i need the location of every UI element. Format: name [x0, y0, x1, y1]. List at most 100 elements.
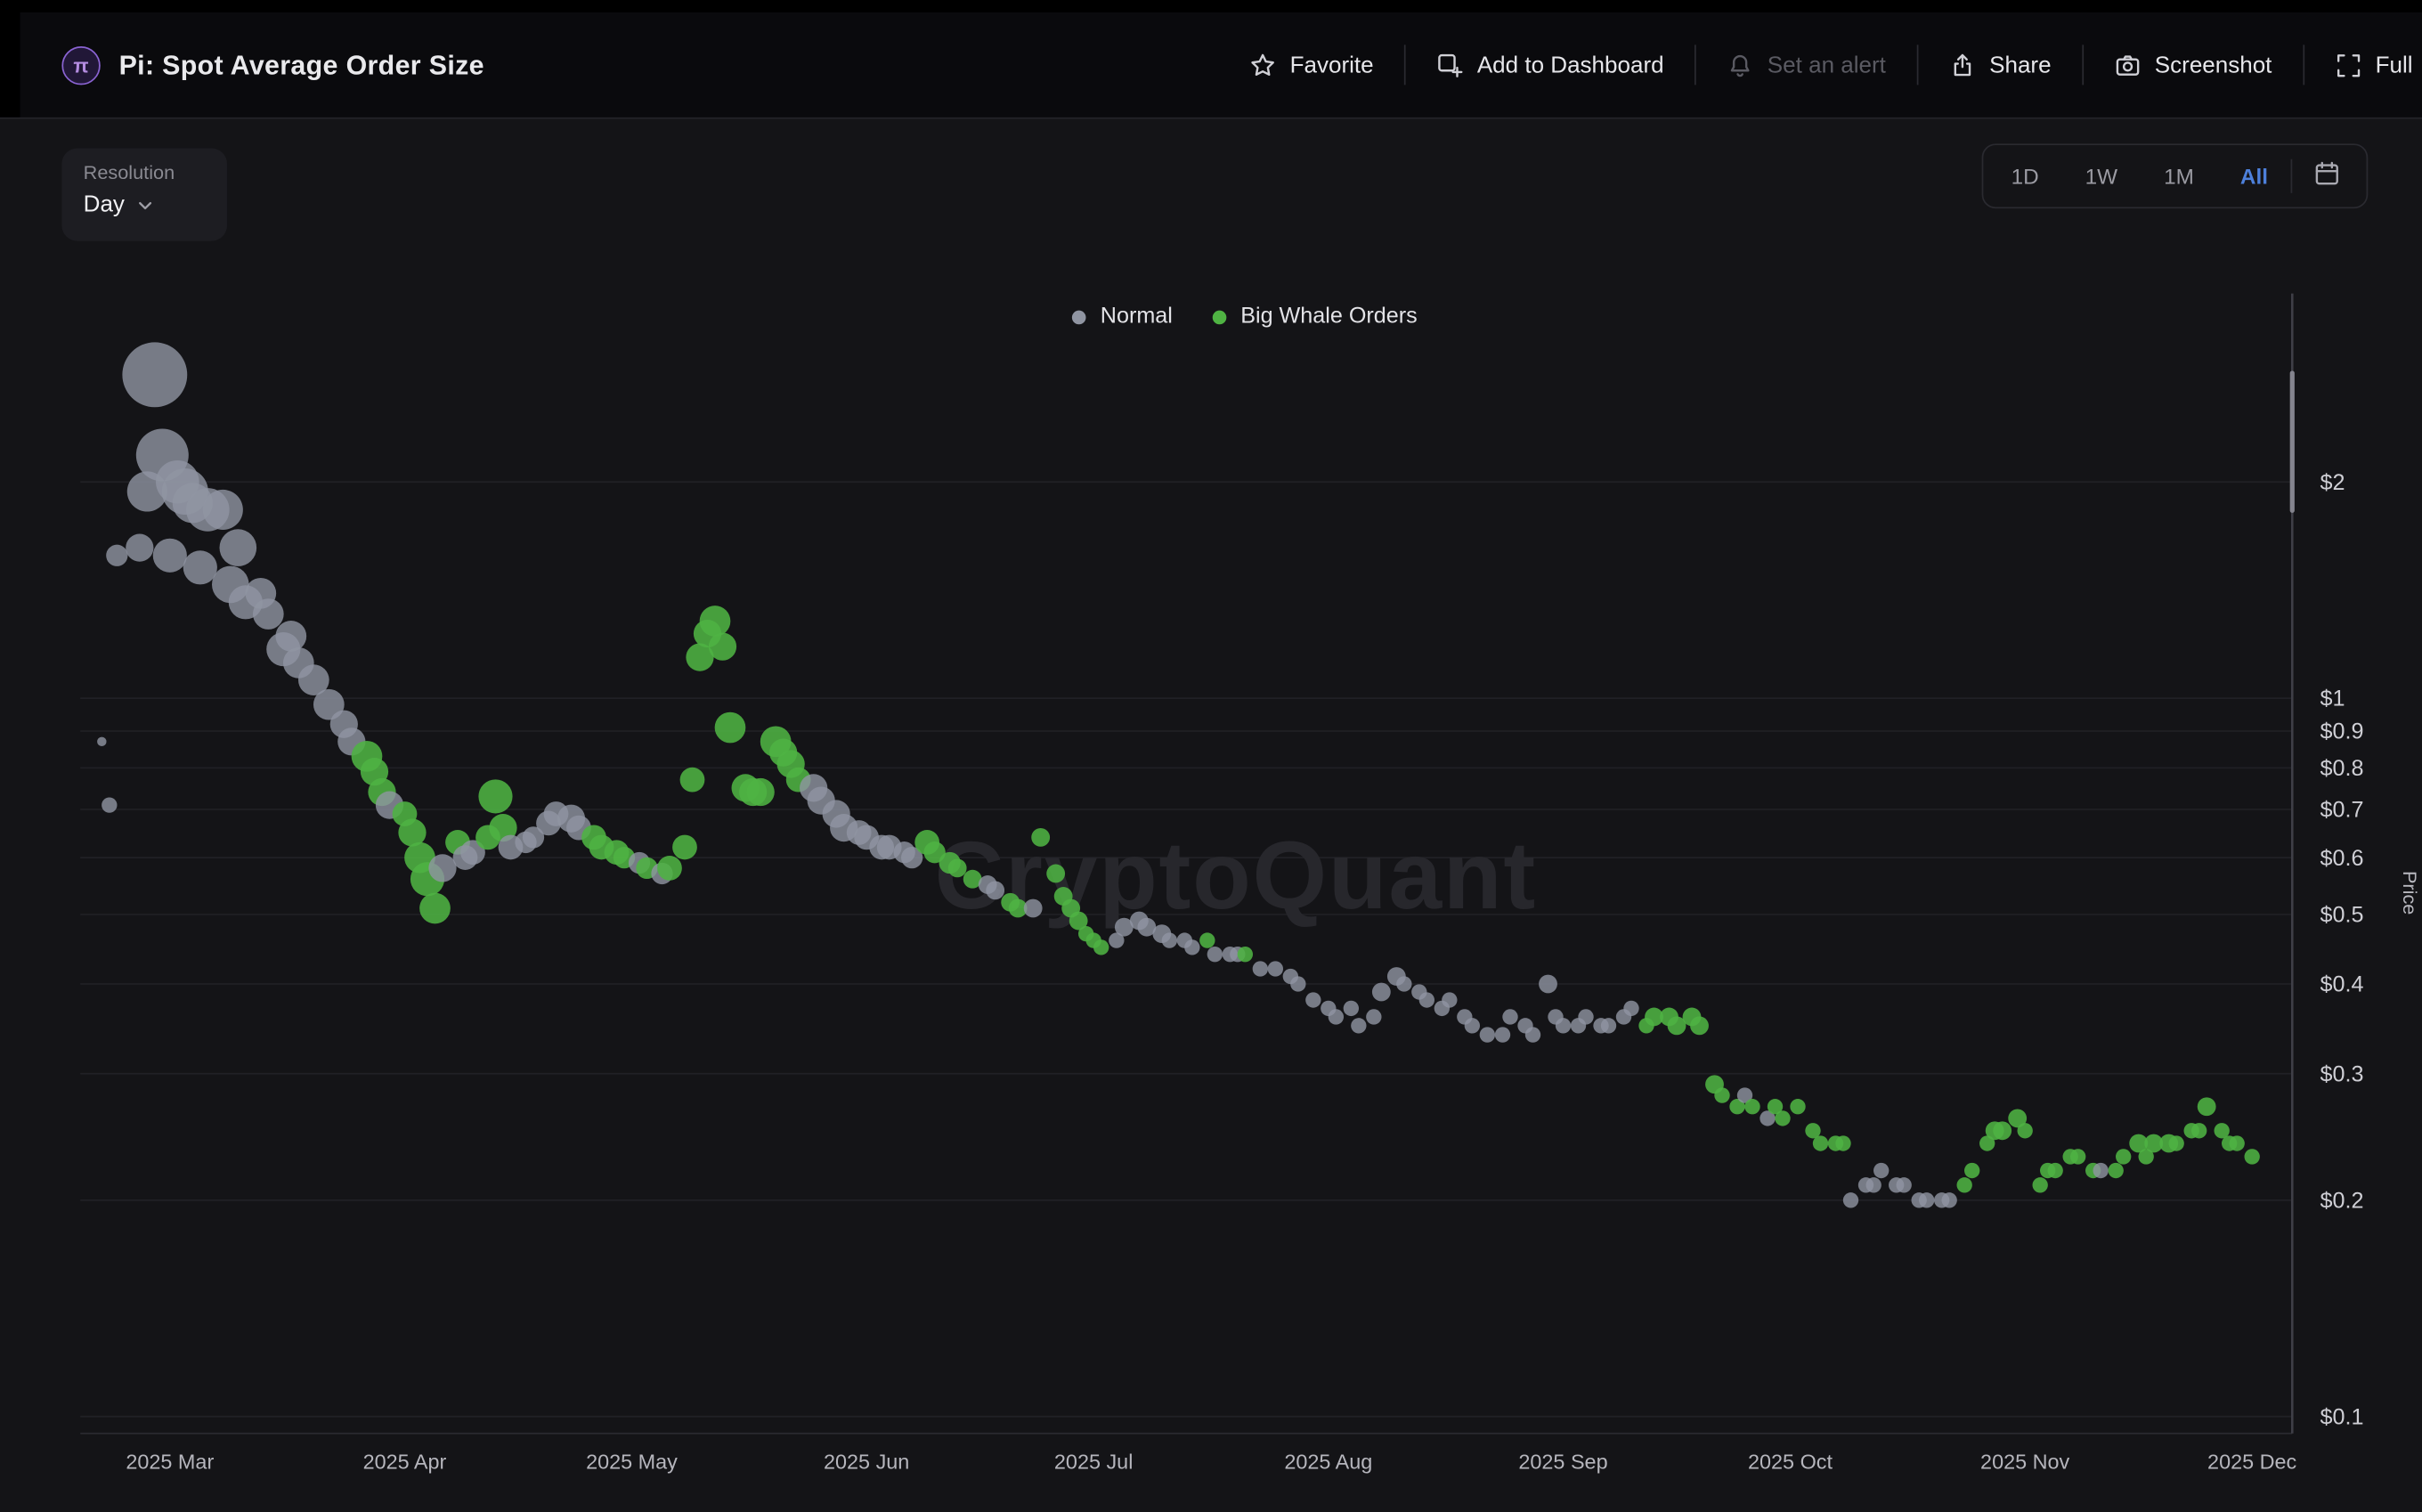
whale-order-bubble [2047, 1162, 2063, 1179]
date-tick-label: 2025 Apr [363, 1451, 447, 1474]
price-tick-label: $0.9 [2320, 719, 2364, 744]
set-an-alert-button[interactable]: Set an alert [1727, 52, 1886, 78]
whale-order-bubble [1744, 1099, 1760, 1115]
normal-order-bubble [522, 826, 545, 849]
whale-order-bubble [419, 892, 451, 924]
normal-order-bubble [1137, 917, 1157, 937]
price-tick-label: $0.3 [2320, 1061, 2364, 1086]
normal-order-bubble [102, 797, 118, 813]
whale-order-bubble [2129, 1134, 2149, 1153]
whale-order-bubble [657, 856, 682, 881]
whale-order-bubble [2244, 1149, 2260, 1165]
normal-order-bubble [1328, 1009, 1345, 1025]
price-tick-label: $0.2 [2320, 1189, 2364, 1214]
normal-order-bubble [1842, 1192, 1859, 1208]
normal-order-bubble [2093, 1162, 2109, 1179]
normal-order-bubble [1114, 917, 1134, 937]
price-tick-label: $0.6 [2320, 846, 2364, 871]
whale-order-bubble [2214, 1123, 2230, 1139]
normal-order-bubble [428, 854, 457, 882]
whale-order-bubble [686, 643, 714, 671]
normal-order-bubble [1524, 1027, 1541, 1043]
resolution-dropdown[interactable]: Resolution Day [61, 148, 227, 241]
button-label: Add to Dashboard [1476, 52, 1664, 78]
normal-order-bubble [460, 840, 485, 866]
button-label: Screenshot [2154, 52, 2272, 78]
price-tick-label: $0.1 [2320, 1404, 2364, 1429]
normal-order-bubble [1623, 1000, 1639, 1017]
whale-order-bubble [1046, 864, 1066, 883]
normal-order-bubble [313, 688, 345, 720]
normal-order-bubble [1305, 992, 1321, 1008]
whale-order-bubble [2191, 1123, 2207, 1139]
normal-order-bubble [1343, 1000, 1360, 1017]
whale-order-bubble [699, 606, 731, 637]
whale-order-bubble [1729, 1099, 1745, 1115]
normal-order-bubble [1109, 932, 1125, 948]
whale-order-bubble [1008, 898, 1028, 918]
whale-order-bubble [2032, 1177, 2048, 1193]
whale-order-bubble [2197, 1097, 2216, 1117]
normal-order-bubble [202, 489, 243, 530]
date-tick-label: 2025 May [586, 1451, 678, 1474]
timeframe-selector: 1D 1W 1M All [1981, 143, 2369, 209]
top-bar: π Pi: Spot Average Order Size Favorite Ad… [0, 0, 2422, 119]
whale-order-bubble [1805, 1123, 1821, 1139]
top-bar-left: π Pi: Spot Average Order Size [61, 45, 484, 85]
range-1w-button[interactable]: 1W [2062, 145, 2141, 207]
whale-order-bubble [2108, 1162, 2124, 1179]
normal-order-bubble [97, 736, 107, 747]
favorite-button[interactable]: Favorite [1249, 52, 1374, 78]
normal-order-bubble [1896, 1177, 1912, 1193]
normal-order-bubble [1600, 1018, 1617, 1034]
page-title: Pi: Spot Average Order Size [118, 48, 484, 80]
divider [2290, 159, 2293, 193]
whale-order-bubble [1667, 1016, 1686, 1036]
screenshot-button[interactable]: Screenshot [2115, 52, 2272, 78]
normal-order-bubble [1941, 1192, 1957, 1208]
whale-order-bubble [2168, 1135, 2184, 1151]
whale-order-bubble [2017, 1123, 2033, 1139]
pi-symbol: π [73, 53, 89, 77]
whale-order-bubble [672, 834, 697, 860]
price-tick-label: $2 [2320, 470, 2345, 495]
button-label: Full [2375, 52, 2413, 78]
normal-order-bubble [1418, 992, 1435, 1008]
fullscreen-icon [2336, 52, 2361, 77]
normal-order-bubble [297, 664, 329, 695]
whale-order-bubble [1835, 1135, 1851, 1151]
whale-order-bubble [746, 777, 775, 807]
share-button[interactable]: Share [1949, 52, 2052, 78]
date-range-picker-button[interactable] [2293, 160, 2362, 191]
full-button[interactable]: Full [2336, 52, 2413, 78]
whale-order-bubble [1645, 1007, 1663, 1027]
normal-order-bubble [1396, 976, 1412, 992]
date-tick-label: 2025 Jul [1054, 1451, 1134, 1474]
whale-order-bubble [1031, 827, 1051, 847]
add-to-dashboard-button[interactable]: Add to Dashboard [1437, 52, 1664, 78]
normal-order-bubble [1865, 1177, 1882, 1193]
normal-order-bubble [1919, 1192, 1935, 1208]
share-icon [1949, 52, 1975, 77]
scrollbar-thumb[interactable] [2289, 370, 2295, 513]
price-tick-label: $0.7 [2320, 798, 2364, 823]
whale-order-bubble [963, 869, 982, 889]
pi-coin-logo: π [61, 45, 101, 85]
whale-order-bubble [2229, 1135, 2245, 1151]
star-icon [1249, 52, 1275, 77]
range-all-button[interactable]: All [2217, 145, 2291, 207]
date-tick-label: 2025 Sep [1518, 1451, 1607, 1474]
date-tick-label: 2025 Jun [824, 1451, 909, 1474]
button-label: Share [1989, 52, 2052, 78]
range-1d-button[interactable]: 1D [1988, 145, 2062, 207]
normal-order-bubble [219, 529, 257, 566]
normal-order-bubble [1502, 1009, 1518, 1025]
date-tick-label: 2025 Aug [1284, 1451, 1372, 1474]
range-1m-button[interactable]: 1M [2141, 145, 2217, 207]
normal-order-bubble [252, 598, 284, 630]
normal-order-bubble [122, 342, 188, 408]
whale-order-bubble [1690, 1016, 1709, 1036]
whale-order-bubble [2116, 1149, 2132, 1165]
